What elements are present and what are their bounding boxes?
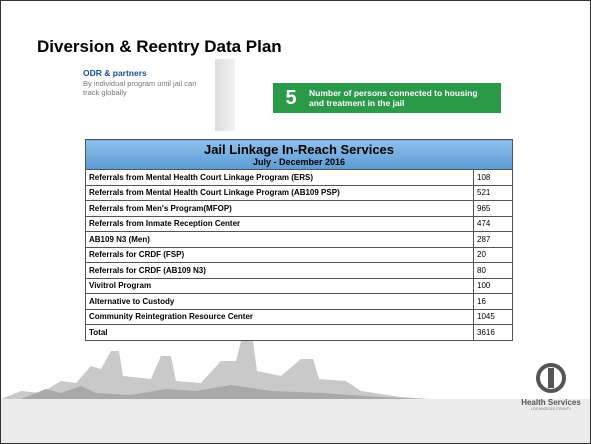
logo-name: Health Services xyxy=(521,398,581,407)
table-header: Jail Linkage In-Reach Services July - De… xyxy=(86,140,513,170)
row-label: Referrals for CRDF (FSP) xyxy=(86,247,474,263)
logo-icon xyxy=(535,363,567,393)
table-title: Jail Linkage In-Reach Services xyxy=(86,142,512,157)
skyline xyxy=(1,331,590,401)
table-row: AB109 N3 (Men)287 xyxy=(86,232,513,248)
row-value: 1045 xyxy=(474,309,513,325)
row-label: Referrals from Men's Program(MFOP) xyxy=(86,201,474,217)
table-row: Referrals from Mental Health Court Linka… xyxy=(86,170,513,186)
sidebar-heading: ODR & partners xyxy=(83,68,147,78)
row-value: 287 xyxy=(474,232,513,248)
row-label: Referrals from Mental Health Court Linka… xyxy=(86,170,474,186)
row-value: 80 xyxy=(474,263,513,279)
table: Jail Linkage In-Reach Services July - De… xyxy=(85,139,513,341)
table-row: Referrals from Mental Health Court Linka… xyxy=(86,185,513,201)
row-label: Vivitrol Program xyxy=(86,278,474,294)
divider xyxy=(215,59,235,131)
row-label: AB109 N3 (Men) xyxy=(86,232,474,248)
row-value: 965 xyxy=(474,201,513,217)
metric-label: Number of persons connected to housing a… xyxy=(309,88,494,108)
row-value: 521 xyxy=(474,185,513,201)
logo-subtitle: LOS ANGELES COUNTY xyxy=(521,407,581,411)
footer-band xyxy=(1,399,590,443)
metric-box: 5 Number of persons connected to housing… xyxy=(273,83,501,113)
metric-value: 5 xyxy=(273,87,309,110)
row-value: 474 xyxy=(474,216,513,232)
row-label: Referrals for CRDF (AB109 N3) xyxy=(86,263,474,279)
slide: Diversion & Reentry Data Plan ODR & part… xyxy=(0,0,591,444)
sidebar-text: By individual program until jail can tra… xyxy=(83,79,203,97)
row-value: 108 xyxy=(474,170,513,186)
row-label: Referrals from Mental Health Court Linka… xyxy=(86,185,474,201)
row-value: 100 xyxy=(474,278,513,294)
row-value: 20 xyxy=(474,247,513,263)
table-subtitle: July - December 2016 xyxy=(86,157,512,167)
table-row: Referrals from Men's Program(MFOP)965 xyxy=(86,201,513,217)
row-value: 16 xyxy=(474,294,513,310)
row-label: Referrals from Inmate Reception Center xyxy=(86,216,474,232)
logo: Health Services LOS ANGELES COUNTY xyxy=(521,363,581,411)
table-row: Referrals for CRDF (AB109 N3)80 xyxy=(86,263,513,279)
title: Diversion & Reentry Data Plan xyxy=(37,37,282,57)
row-label: Community Reintegration Resource Center xyxy=(86,309,474,325)
table-row: Referrals for CRDF (FSP)20 xyxy=(86,247,513,263)
row-label: Alternative to Custody xyxy=(86,294,474,310)
